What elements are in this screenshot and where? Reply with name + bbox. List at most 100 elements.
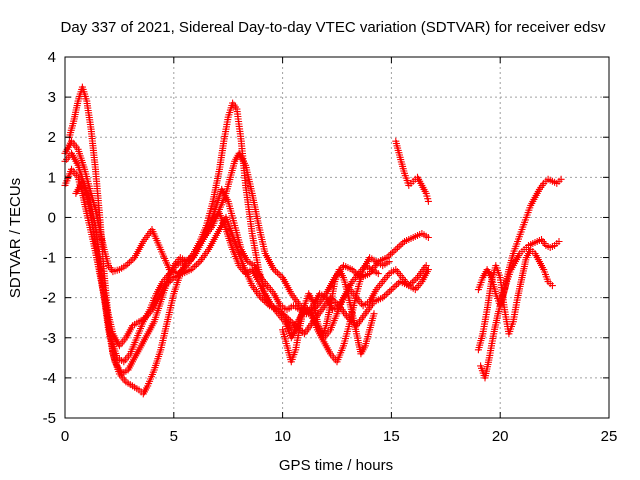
data-point-marks [527, 195, 538, 209]
data-point-marks [233, 105, 245, 143]
data-point-marks [353, 312, 368, 330]
data-point-marks [268, 302, 280, 312]
data-point-marks [157, 280, 170, 306]
data-point-marks [414, 173, 425, 187]
data-point-marks [261, 294, 274, 308]
data-point-marks [518, 256, 530, 282]
x-tick-label: 25 [601, 428, 618, 445]
data-point-marks [409, 231, 424, 241]
data-point-marks [176, 260, 190, 278]
y-tick-label: -1 [43, 250, 56, 267]
data-point-marks [144, 320, 157, 338]
data-point-marks [383, 247, 398, 262]
data-point-marks [157, 320, 171, 354]
data-point-marks [387, 279, 402, 294]
series-7 [392, 137, 432, 205]
data-point-marks [129, 319, 141, 330]
x-tick-label: 10 [274, 428, 291, 445]
y-tick-label: -3 [43, 330, 56, 347]
series-10 [474, 246, 556, 354]
data-point-marks [135, 315, 147, 326]
data-point-marks [385, 267, 398, 278]
data-point-marks [535, 258, 547, 272]
data-point-marks [126, 336, 140, 358]
data-point-marks [222, 226, 236, 251]
data-point-marks [535, 181, 546, 193]
series-6 [279, 266, 378, 366]
data-point-marks [372, 258, 384, 268]
data-point-marks [146, 292, 159, 314]
data-point-marks [150, 300, 164, 326]
data-point-marks [516, 248, 526, 257]
data-point-marks [255, 222, 269, 255]
data-point-marks [209, 211, 221, 221]
data-point-marks [274, 306, 287, 320]
y-tick-label: 2 [48, 129, 56, 146]
data-point-marks [509, 240, 521, 257]
data-point-marks [418, 230, 432, 241]
data-point-marks [196, 232, 209, 249]
data-point-marks [87, 189, 99, 211]
data-point-marks [139, 384, 151, 398]
data-point-marks [283, 303, 295, 314]
data-point-marks [533, 237, 543, 245]
data-point-marks [120, 352, 133, 366]
data-point-marks [368, 266, 382, 278]
chart-title: Day 337 of 2021, Sidereal Day-to-day VTE… [61, 19, 606, 36]
data-point-marks [270, 290, 283, 308]
data-point-marks [540, 177, 550, 187]
data-point-marks [287, 348, 299, 366]
x-axis-label: GPS time / hours [279, 457, 393, 474]
data-point-marks [122, 255, 137, 270]
data-point-marks [522, 204, 534, 221]
data-point-marks [340, 262, 354, 273]
series-5 [72, 177, 432, 378]
data-point-marks [290, 302, 302, 312]
data-point-marks [357, 344, 368, 358]
data-point-marks [505, 320, 516, 338]
data-point-marks [333, 344, 347, 366]
data-point-marks [176, 254, 189, 264]
data-point-marks [527, 246, 537, 255]
data-point-marks [401, 235, 415, 245]
data-point-marks [396, 153, 408, 175]
data-point-marks [544, 278, 556, 290]
data-point-marks [187, 259, 202, 274]
data-point-marks [359, 299, 371, 310]
data-point-marks [546, 243, 556, 251]
data-point-marks [392, 266, 405, 280]
data-point-marks [78, 177, 92, 199]
data-point-marks [379, 287, 394, 302]
data-point-marks [115, 263, 128, 274]
data-point-marks [131, 240, 146, 262]
data-point-marks [418, 266, 432, 286]
data-point-marks [255, 278, 268, 299]
y-tick-label: -5 [43, 410, 56, 427]
data-point-marks [257, 274, 270, 288]
data-point-marks [531, 250, 542, 264]
data-point-marks [270, 266, 285, 280]
data-point-marks [109, 266, 121, 276]
data-point-marks [144, 368, 157, 390]
data-point-marks [222, 213, 238, 243]
data-point-marks [111, 358, 124, 376]
y-tick-label: 4 [48, 49, 56, 66]
data-point-marks [124, 356, 137, 374]
data-point-marks [379, 258, 393, 270]
data-point-marks [361, 300, 376, 318]
data-point-marks [514, 276, 525, 302]
data-point-marks [133, 320, 146, 342]
data-point-marks [105, 326, 119, 364]
data-point-marks [507, 260, 518, 274]
data-point-marks [287, 290, 303, 308]
data-point-marks [348, 272, 361, 286]
data-point-marks [366, 288, 379, 306]
data-point-marks [81, 165, 94, 195]
data-point-marks [122, 324, 135, 342]
data-point-marks [152, 280, 166, 298]
data-points [61, 83, 565, 398]
data-point-marks [279, 274, 294, 296]
data-point-marks [305, 290, 316, 304]
data-point-marks [118, 367, 130, 378]
